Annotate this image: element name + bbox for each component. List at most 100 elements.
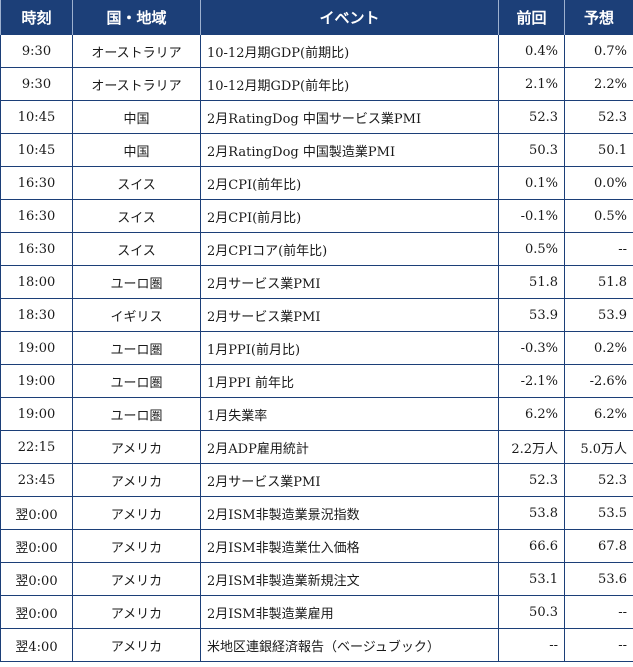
cell-country: アメリカ: [72, 463, 201, 497]
header-time: 時刻: [0, 0, 73, 35]
table-row: 19:00 ユーロ圏 1月PPI 前年比 -2.1% -2.6%: [0, 364, 633, 398]
cell-event: 1月PPI 前年比: [200, 364, 499, 398]
cell-event: 2月サービス業PMI: [200, 265, 499, 299]
cell-event: 2月サービス業PMI: [200, 298, 499, 332]
cell-previous: 0.5%: [498, 232, 565, 266]
cell-forecast: 52.3: [564, 463, 633, 497]
table-row: 9:30 オーストラリア 10-12月期GDP(前期比) 0.4% 0.7%: [0, 34, 633, 68]
cell-previous: --: [498, 628, 565, 662]
cell-forecast: 67.8: [564, 529, 633, 563]
table-row: 18:00 ユーロ圏 2月サービス業PMI 51.8 51.8: [0, 265, 633, 299]
cell-forecast: 0.5%: [564, 199, 633, 233]
cell-forecast: 0.7%: [564, 34, 633, 68]
cell-previous: 50.3: [498, 133, 565, 167]
cell-previous: -0.3%: [498, 331, 565, 365]
cell-forecast: --: [564, 628, 633, 662]
cell-time: 翌0:00: [0, 496, 73, 530]
table-row: 翌4:00 アメリカ 米地区連銀経済報告（ベージュブック） -- --: [0, 628, 633, 662]
cell-time: 23:45: [0, 463, 73, 497]
table-row: 16:30 スイス 2月CPIコア(前年比) 0.5% --: [0, 232, 633, 266]
cell-previous: 53.1: [498, 562, 565, 596]
cell-forecast: 2.2%: [564, 67, 633, 101]
cell-forecast: 0.0%: [564, 166, 633, 200]
cell-country: アメリカ: [72, 595, 201, 629]
cell-event: 2月ISM非製造業仕入価格: [200, 529, 499, 563]
cell-event: 2月CPI(前年比): [200, 166, 499, 200]
cell-time: 16:30: [0, 199, 73, 233]
cell-previous: 6.2%: [498, 397, 565, 431]
cell-time: 10:45: [0, 100, 73, 134]
table-row: 翌0:00 アメリカ 2月ISM非製造業新規注文 53.1 53.6: [0, 562, 633, 596]
cell-time: 22:15: [0, 430, 73, 464]
table-row: 9:30 オーストラリア 10-12月期GDP(前年比) 2.1% 2.2%: [0, 67, 633, 101]
cell-previous: 50.3: [498, 595, 565, 629]
cell-country: アメリカ: [72, 496, 201, 530]
cell-previous: -0.1%: [498, 199, 565, 233]
cell-previous: 51.8: [498, 265, 565, 299]
cell-event: 2月サービス業PMI: [200, 463, 499, 497]
cell-time: 18:00: [0, 265, 73, 299]
cell-time: 翌0:00: [0, 529, 73, 563]
cell-previous: -2.1%: [498, 364, 565, 398]
header-forecast: 予想: [564, 0, 633, 35]
cell-forecast: 6.2%: [564, 397, 633, 431]
cell-forecast: --: [564, 595, 633, 629]
cell-country: ユーロ圏: [72, 265, 201, 299]
cell-forecast: 0.2%: [564, 331, 633, 365]
cell-time: 19:00: [0, 397, 73, 431]
cell-event: 1月PPI(前月比): [200, 331, 499, 365]
cell-country: アメリカ: [72, 529, 201, 563]
cell-forecast: 52.3: [564, 100, 633, 134]
cell-forecast: 50.1: [564, 133, 633, 167]
cell-country: スイス: [72, 232, 201, 266]
cell-forecast: 5.0万人: [564, 430, 633, 464]
cell-event: 2月CPIコア(前年比): [200, 232, 499, 266]
cell-country: スイス: [72, 166, 201, 200]
header-row: 時刻 国・地域 イベント 前回 予想: [0, 0, 633, 35]
cell-event: 10-12月期GDP(前年比): [200, 67, 499, 101]
table-row: 翌0:00 アメリカ 2月ISM非製造業雇用 50.3 --: [0, 595, 633, 629]
cell-forecast: 53.6: [564, 562, 633, 596]
header-event: イベント: [200, 0, 499, 35]
cell-event: 2月RatingDog 中国サービス業PMI: [200, 100, 499, 134]
cell-previous: 52.3: [498, 463, 565, 497]
cell-time: 9:30: [0, 67, 73, 101]
cell-event: 米地区連銀経済報告（ベージュブック）: [200, 628, 499, 662]
cell-time: 9:30: [0, 34, 73, 68]
cell-time: 翌0:00: [0, 562, 73, 596]
cell-country: ユーロ圏: [72, 397, 201, 431]
cell-event: 2月ISM非製造業新規注文: [200, 562, 499, 596]
cell-time: 16:30: [0, 232, 73, 266]
cell-country: アメリカ: [72, 628, 201, 662]
table-row: 23:45 アメリカ 2月サービス業PMI 52.3 52.3: [0, 463, 633, 497]
cell-forecast: 53.9: [564, 298, 633, 332]
cell-event: 2月ISM非製造業雇用: [200, 595, 499, 629]
header-country: 国・地域: [72, 0, 201, 35]
cell-forecast: 53.5: [564, 496, 633, 530]
cell-country: アメリカ: [72, 430, 201, 464]
cell-country: 中国: [72, 100, 201, 134]
header-previous: 前回: [498, 0, 565, 35]
cell-time: 16:30: [0, 166, 73, 200]
table-row: 10:45 中国 2月RatingDog 中国サービス業PMI 52.3 52.3: [0, 100, 633, 134]
cell-previous: 53.9: [498, 298, 565, 332]
cell-previous: 66.6: [498, 529, 565, 563]
cell-country: 中国: [72, 133, 201, 167]
table-row: 18:30 イギリス 2月サービス業PMI 53.9 53.9: [0, 298, 633, 332]
table-row: 翌0:00 アメリカ 2月ISM非製造業仕入価格 66.6 67.8: [0, 529, 633, 563]
cell-time: 19:00: [0, 364, 73, 398]
cell-event: 10-12月期GDP(前期比): [200, 34, 499, 68]
table-row: 19:00 ユーロ圏 1月失業率 6.2% 6.2%: [0, 397, 633, 431]
table-row: 10:45 中国 2月RatingDog 中国製造業PMI 50.3 50.1: [0, 133, 633, 167]
table-row: 翌0:00 アメリカ 2月ISM非製造業景況指数 53.8 53.5: [0, 496, 633, 530]
cell-country: イギリス: [72, 298, 201, 332]
cell-country: オーストラリア: [72, 34, 201, 68]
cell-previous: 52.3: [498, 100, 565, 134]
cell-event: 1月失業率: [200, 397, 499, 431]
cell-event: 2月CPI(前月比): [200, 199, 499, 233]
cell-time: 10:45: [0, 133, 73, 167]
cell-previous: 0.4%: [498, 34, 565, 68]
cell-previous: 2.2万人: [498, 430, 565, 464]
cell-country: オーストラリア: [72, 67, 201, 101]
